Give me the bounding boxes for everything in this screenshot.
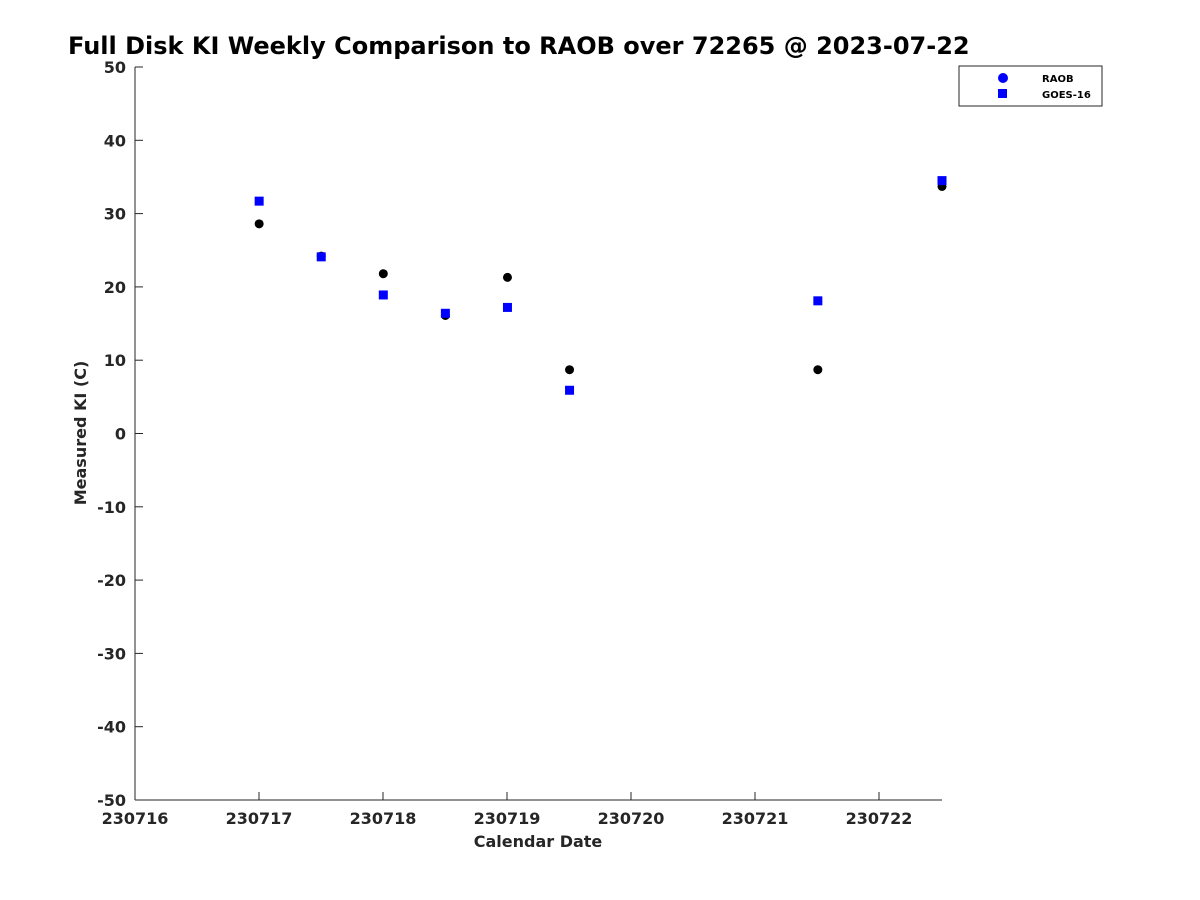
y-tick-label: -50 xyxy=(97,791,126,810)
y-tick-label: 30 xyxy=(104,205,126,224)
goes16-point xyxy=(254,196,264,206)
y-tick-label: 40 xyxy=(104,131,126,150)
goes16-point xyxy=(316,252,326,262)
y-tick-label: 50 xyxy=(104,58,126,77)
x-tick-label: 230716 xyxy=(102,809,169,828)
y-tick-label: -10 xyxy=(97,498,126,517)
x-tick-label: 230719 xyxy=(474,809,541,828)
goes16-point xyxy=(813,296,823,306)
x-ticks: 230716 230717 230718 230719 230720 230721 2307… xyxy=(102,792,913,828)
goes16-point xyxy=(440,308,450,318)
plot-area xyxy=(134,67,942,801)
raob-point xyxy=(813,365,823,375)
legend-raob-label: RAOB xyxy=(1042,74,1074,85)
y-ticks: -50 -40 -30 -20 -10 0 10 20 30 40 50 xyxy=(97,58,143,810)
goes16-point xyxy=(378,290,388,300)
x-tick-label: 230722 xyxy=(846,809,913,828)
y-tick-label: 20 xyxy=(104,278,126,297)
y-axis-label: Measured KI (C) xyxy=(71,361,90,506)
legend-goes16-marker xyxy=(998,89,1007,98)
raob-point xyxy=(565,365,575,375)
chart-title: Full Disk KI Weekly Comparison to RAOB o… xyxy=(68,32,970,60)
goes16-point xyxy=(565,385,575,395)
raob-point xyxy=(254,219,264,229)
y-tick-label: 0 xyxy=(115,425,126,444)
legend-goes16-label: GOES-16 xyxy=(1042,90,1091,101)
raob-point xyxy=(502,272,512,282)
legend-box xyxy=(958,65,1103,107)
goes16-point xyxy=(937,176,947,186)
x-tick-label: 230717 xyxy=(226,809,293,828)
x-tick-label: 230718 xyxy=(350,809,417,828)
y-tick-label: -40 xyxy=(97,718,126,737)
data-points xyxy=(254,176,947,395)
goes16-point xyxy=(502,302,512,312)
y-tick-label: -20 xyxy=(97,571,126,590)
legend-raob-marker xyxy=(998,73,1008,83)
x-axis-label: Calendar Date xyxy=(474,832,603,851)
y-tick-label: -30 xyxy=(97,644,126,663)
legend: RAOB GOES-16 xyxy=(958,65,1103,107)
x-tick-label: 230720 xyxy=(598,809,665,828)
y-tick-label: 10 xyxy=(104,351,126,370)
x-tick-label: 230721 xyxy=(722,809,789,828)
raob-point xyxy=(378,269,388,279)
